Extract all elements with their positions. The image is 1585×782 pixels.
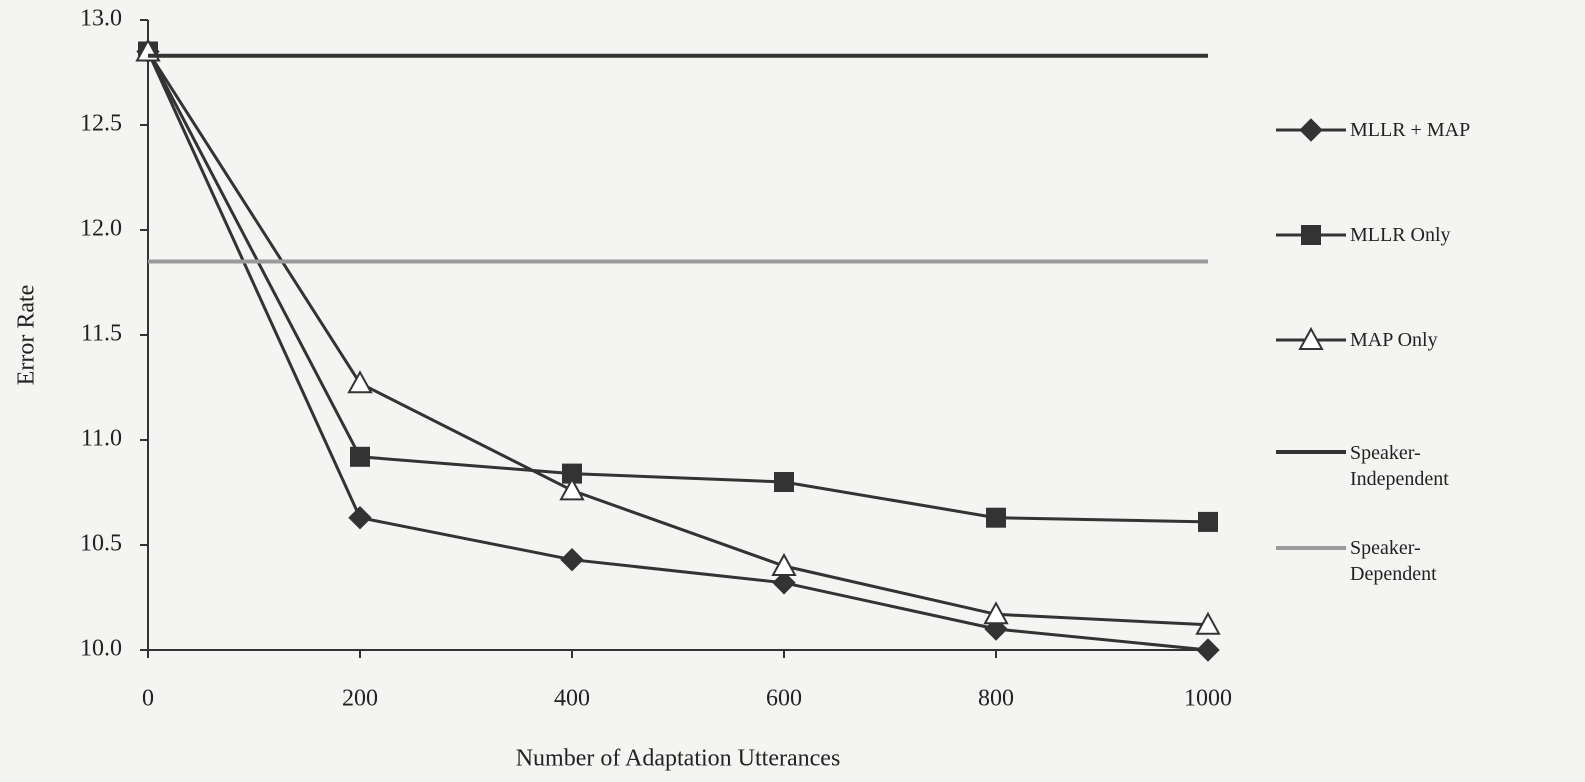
- legend-label: Speaker-Independent: [1350, 442, 1449, 490]
- legend-label: Speaker-Dependent: [1350, 537, 1437, 585]
- marker: [562, 463, 582, 484]
- marker: [1301, 225, 1321, 245]
- y-tick-label: 12.0: [80, 216, 122, 242]
- marker: [1298, 326, 1324, 350]
- marker: [560, 547, 584, 572]
- x-tick-label: 400: [554, 686, 590, 712]
- x-tick-label: 1000: [1184, 686, 1232, 712]
- marker: [771, 552, 797, 576]
- series-line: [146, 50, 1209, 627]
- legend-label: MLLR + MAP: [1350, 119, 1471, 141]
- series-line: [146, 50, 1209, 524]
- marker: [774, 472, 794, 492]
- legend-label: MLLR Only: [1350, 224, 1451, 246]
- y-axis-label: Error Rate: [14, 285, 40, 386]
- marker: [348, 505, 372, 530]
- series-line: [146, 50, 1209, 652]
- marker: [986, 507, 1006, 528]
- marker: [559, 477, 585, 501]
- x-tick-label: 200: [342, 686, 378, 712]
- y-tick-label: 13.0: [80, 6, 122, 32]
- marker: [347, 370, 373, 394]
- marker: [1198, 511, 1218, 532]
- y-tick-label: 12.5: [80, 111, 122, 137]
- y-tick-label: 10.5: [80, 531, 122, 557]
- marker: [1195, 611, 1221, 635]
- y-tick-label: 11.0: [81, 426, 122, 452]
- x-tick-label: 600: [766, 686, 802, 712]
- x-tick-label: 800: [978, 686, 1014, 712]
- y-tick-label: 11.5: [81, 321, 122, 347]
- y-tick-label: 10.0: [80, 636, 122, 662]
- marker: [1196, 638, 1220, 662]
- x-tick-label: 0: [142, 686, 154, 712]
- legend-label: MAP Only: [1350, 329, 1438, 351]
- marker: [1299, 118, 1323, 142]
- marker: [772, 571, 796, 595]
- marker: [983, 601, 1009, 625]
- x-axis-label: Number of Adaptation Utterances: [516, 746, 841, 772]
- marker: [350, 446, 370, 467]
